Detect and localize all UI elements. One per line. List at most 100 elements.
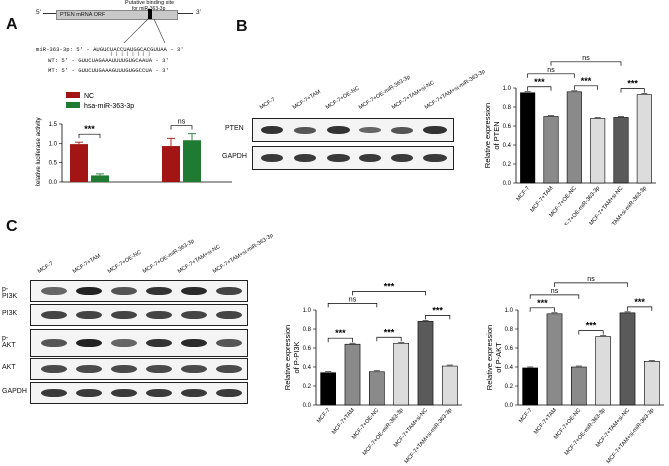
y-axis-label-line: Relative expression [283, 325, 292, 390]
bar [570, 366, 587, 406]
blot-b-row-gapdh: GAPDH [222, 153, 247, 160]
blot-band [181, 287, 207, 295]
blot-band [111, 389, 137, 397]
blot-c-row-label: AKT [2, 364, 16, 371]
blot-band [181, 365, 207, 373]
significance-bracket [327, 303, 378, 308]
blot-band [181, 389, 207, 397]
blot-c-lane-label: MCF-7 [36, 260, 55, 275]
y-tick-label: 1.0 [505, 308, 514, 314]
orf-label: PTEN mRNA ORF [60, 12, 106, 18]
bar [162, 146, 180, 182]
blot-band [216, 365, 242, 373]
category-label: MCF-7 [316, 407, 332, 424]
bar [183, 140, 201, 182]
blot-b-lane-label: MCF-7+OE-NC [324, 85, 361, 111]
significance-bracket [376, 336, 402, 342]
y-tick-label: 0.0 [503, 181, 512, 187]
significance-bracket [554, 282, 628, 287]
y-axis-label: Relative luciferase activity [35, 117, 42, 186]
blot-c-lane-label: MCF-7+TAM [71, 253, 102, 275]
bar [320, 372, 337, 406]
category-label: MCF-7+TAM [331, 407, 356, 435]
significance-label: *** [384, 327, 395, 337]
blot-band [111, 365, 137, 373]
bar [643, 361, 660, 406]
y-tick-label: 0.0 [303, 403, 312, 409]
category-label: MCF-7 [518, 407, 534, 424]
bar [417, 321, 434, 406]
legend-swatch [66, 92, 80, 98]
blot-band [111, 339, 137, 347]
bar [566, 91, 582, 184]
y-tick-label: 0.0 [505, 403, 514, 409]
blot-band [216, 311, 242, 319]
legend-label: NC [84, 93, 94, 100]
significance-bracket [425, 315, 451, 320]
category-label: MCF-7+TAM+si-miR-363-3p [606, 407, 656, 465]
blot-b-pten-strip [252, 118, 454, 142]
y-tick-label: 0.5 [49, 161, 58, 167]
bar [613, 117, 629, 184]
bar [546, 313, 563, 406]
y-tick-label: 1.0 [49, 141, 58, 147]
significance-bracket [627, 306, 653, 311]
y-axis-label-line: of PTEN [492, 121, 501, 149]
significance-label: *** [432, 305, 443, 315]
y-tick-label: 0.6 [303, 346, 312, 352]
bar [441, 365, 458, 406]
significance-bracket [620, 88, 645, 93]
blot-c-strip [30, 382, 248, 404]
blot-band [111, 287, 137, 295]
y-axis-label: Relative expression of P-PI3K [283, 325, 301, 390]
blot-c-lane-label: MCF-7+OE-NC [106, 249, 143, 275]
binding-site-marker [148, 9, 152, 19]
orf-box [56, 10, 178, 20]
significance-label: *** [634, 297, 645, 307]
blot-band [146, 365, 172, 373]
bar [70, 144, 88, 182]
significance-bracket [527, 86, 552, 91]
luciferase-chart: NC hsa-miR-363-3p 0.0 0.5 1.0 1.5 Relative luc… [35, 92, 232, 186]
blot-band [216, 339, 242, 347]
category-label: MCF-7+TAM+si-miR-363-3p [404, 407, 454, 465]
y-tick-label: 0.2 [303, 384, 312, 390]
blot-c-strip [30, 329, 248, 357]
blot-b-row-pten: PTEN [225, 125, 244, 132]
blot-c-row-label: p-PI3K [2, 286, 18, 300]
wt-sequence: WT: 5' - GUUCUAGAAAUUUUGUGCAAUA - 3' [48, 57, 169, 64]
significance-label: *** [627, 79, 638, 89]
y-tick-label: 0.4 [303, 365, 312, 371]
pairing-marks: | | | | | | | | [110, 52, 151, 57]
y-axis-label-line: of P-PI3K [292, 341, 301, 373]
panel-label-b: B [236, 18, 248, 35]
blot-c-lane-label: MCF-7+TAM+si-miR-363-3p [211, 232, 275, 275]
y-tick-label: 1.0 [303, 308, 312, 314]
blot-band [216, 389, 242, 397]
mt-sequence: MT: 5' - GUUCUUGAAAGUUUGUGGCCUA - 3' [48, 67, 169, 74]
blot-b-lane-label: MCF-7 [258, 96, 277, 111]
blot-c-row-label: p-AKT [2, 335, 16, 349]
category-label: MCF-7+TAM [530, 185, 555, 213]
blot-band [76, 389, 102, 397]
significance-bracket [527, 73, 575, 78]
blot-c-row-label: GAPDH [2, 388, 27, 395]
mirna-sequence: miR-363-3p: 5' - AUGUCUACCUAUGGCACGUUAA … [36, 46, 184, 53]
significance-label: ns [587, 276, 595, 283]
y-tick-label: 1.5 [49, 122, 58, 128]
legend-label: hsa-miR-363-3p [84, 103, 134, 110]
significance-bracket [170, 125, 193, 130]
binding-site-label-1: Putative binding site [125, 0, 175, 6]
significance-label: *** [581, 76, 592, 86]
y-tick-label: 0.8 [303, 327, 312, 333]
y-tick-label: 0.0 [49, 180, 58, 186]
y-tick-label: 0.2 [505, 384, 514, 390]
blot-c-row-label: PI3K [2, 310, 18, 317]
significance-bracket [352, 291, 426, 296]
bar [590, 118, 606, 184]
significance-bracket [578, 330, 604, 335]
blot-band [76, 287, 102, 295]
y-axis-label-line: Relative expression [483, 103, 492, 168]
blot-band [76, 339, 102, 347]
significance-label: *** [537, 298, 548, 308]
